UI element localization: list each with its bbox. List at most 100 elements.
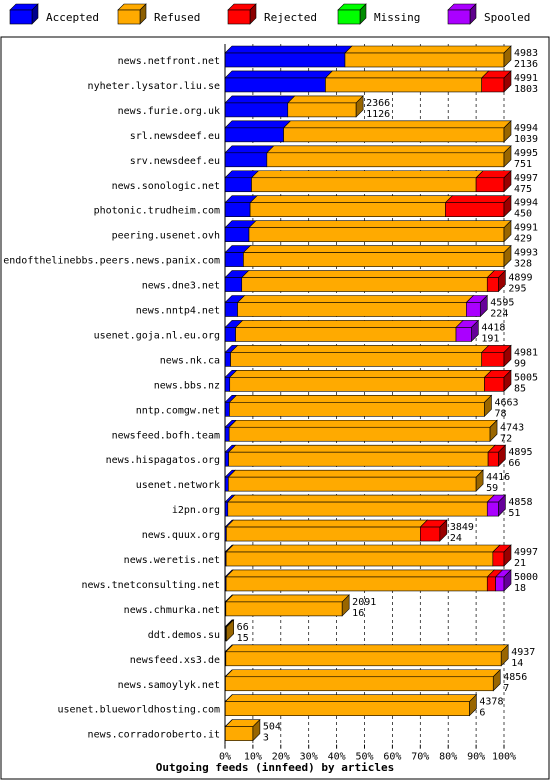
bar-top-refused <box>266 145 512 154</box>
bar-segment-refused <box>229 377 485 392</box>
legend-swatch-spooled <box>447 9 471 25</box>
legend-label-missing: Missing <box>374 11 420 24</box>
bar-side <box>469 693 477 717</box>
bar-segment-rejected <box>481 352 505 367</box>
bar-segment-refused <box>251 177 477 193</box>
bar-side <box>226 619 234 642</box>
bar-segment-refused <box>243 252 505 267</box>
bar-top-refused <box>249 195 454 203</box>
bar-segment-accepted <box>224 277 243 292</box>
bar-segment-accepted <box>224 377 231 392</box>
bar-segment-accepted <box>224 202 251 217</box>
x-tick-label-100: 100% <box>492 752 516 763</box>
bar-side <box>503 194 512 218</box>
host-label: nyheter.lysator.liu.se <box>88 81 220 92</box>
accepted-count-label: 475 <box>514 184 532 195</box>
bar-side <box>498 444 506 467</box>
host-label: endofthelinebbs.peers.news.panix.com <box>3 256 220 267</box>
x-tick-label-90: 90% <box>467 752 485 763</box>
x-axis: 0% 10% 20% 30% 40% 50% 60% 70% 80% 90% 100% <box>219 44 516 763</box>
bar-segment-accepted <box>224 327 236 342</box>
bar-segment-accepted <box>224 401 230 417</box>
accepted-count-label: 751 <box>514 159 532 170</box>
host-label: peering.usenet.ovh <box>112 231 220 242</box>
offered-count-label: 4895 <box>508 447 532 458</box>
bar-segment-refused <box>249 202 446 217</box>
bar-segment-accepted <box>224 177 252 193</box>
bar-side <box>503 344 512 368</box>
bar-segment-accepted <box>224 102 289 118</box>
bar-top-refused <box>250 170 484 179</box>
bar-segment-refused <box>224 726 254 741</box>
bar-segment-accepted <box>224 451 229 467</box>
offered-count-label: 66 <box>237 622 249 633</box>
accepted-count-label: 1803 <box>514 84 538 95</box>
x-tick-label-0: 0% <box>219 752 231 763</box>
offered-count-label: 4995 <box>514 148 538 159</box>
bar-side <box>498 269 506 293</box>
legend: Accepted Refused Rejected Missing Spooled <box>9 3 530 25</box>
bar-segment-refused <box>226 526 421 542</box>
bar-top-refused <box>241 270 495 278</box>
bar-segment-accepted <box>224 77 326 93</box>
bar-side <box>484 394 492 418</box>
bar-segment-refused <box>325 77 482 93</box>
host-label: news.corradoroberto.it <box>88 730 220 741</box>
bar-side <box>500 644 509 667</box>
accepted-count-label: 2136 <box>514 59 538 70</box>
bar-side <box>492 669 501 692</box>
bar-top-refused <box>225 519 429 528</box>
accepted-count-label: 18 <box>514 583 526 594</box>
host-label: usenet.network <box>136 480 220 491</box>
bar-top-refused <box>242 245 512 253</box>
legend-swatch-missing <box>337 9 361 25</box>
bar-top-refused <box>228 394 493 403</box>
legend-label-rejected: Rejected <box>264 11 317 24</box>
bar-side <box>503 120 512 143</box>
bar-segment-refused <box>230 352 482 367</box>
bar-segment-rejected <box>481 77 505 93</box>
host-label: i2pn.org <box>172 505 220 516</box>
host-label: news.furie.org.uk <box>118 106 220 117</box>
host-label: srv.newsdeef.eu <box>130 156 220 167</box>
offered-count-label: 3849 <box>450 522 474 533</box>
legend-swatch-rejected <box>227 9 251 25</box>
accepted-count-label: 1039 <box>514 134 538 145</box>
bar-segment-spooled <box>466 302 481 317</box>
offered-count-label: 4991 <box>514 73 538 84</box>
host-label: srl.newsdeef.eu <box>130 131 220 142</box>
bar-side <box>475 469 484 492</box>
bar-top-refused <box>225 644 509 653</box>
bar-segment-rejected <box>419 526 441 542</box>
bar-segment-refused <box>228 426 491 442</box>
bar-segment-rejected <box>492 551 505 567</box>
bar-segment-accepted <box>224 152 268 168</box>
bar-side <box>503 70 512 93</box>
bar-top-refused <box>234 320 464 328</box>
bar-top-refused <box>227 444 496 453</box>
bar-top-accepted <box>224 45 353 54</box>
bar-top-accepted <box>224 95 296 104</box>
accepted-count-label: 328 <box>514 259 532 270</box>
bar-top-refused <box>224 694 478 703</box>
offered-count-label: 4991 <box>514 223 538 234</box>
legend-label-accepted: Accepted <box>46 11 99 24</box>
bar-side <box>503 544 512 567</box>
bar-segment-rejected <box>475 177 505 193</box>
offered-count-label: 4858 <box>508 497 532 508</box>
accepted-count-label: 429 <box>514 234 532 245</box>
bar-top-refused <box>225 544 501 553</box>
offered-count-label: 4663 <box>494 397 518 408</box>
bar-side <box>503 170 512 193</box>
